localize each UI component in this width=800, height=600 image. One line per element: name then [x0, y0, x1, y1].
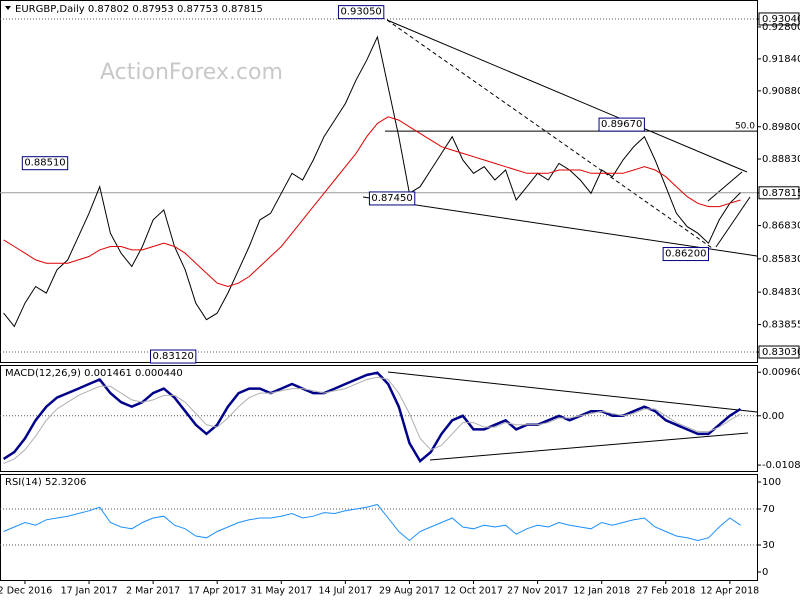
annotation-label: 0.93050: [340, 7, 381, 18]
y-tick-label: 0.009604: [762, 367, 800, 378]
label-box: [758, 12, 800, 26]
x-tick-label: 2 Mar 2017: [126, 586, 180, 597]
x-tick-label: 14 Jul 2017: [318, 586, 372, 597]
annotation-box: [21, 156, 69, 171]
trendline: [429, 432, 749, 461]
trendline: [715, 196, 751, 248]
series-line: [3, 116, 741, 288]
x-tick-label: 29 Aug 2017: [379, 586, 440, 597]
trendline: [362, 196, 758, 257]
annotation-label: 0.83120: [152, 351, 193, 362]
annotation-box: [662, 247, 709, 262]
trendline: [386, 19, 713, 249]
fib-label: 50.0: [735, 122, 755, 132]
macd-panel: [0, 365, 758, 472]
y-tick-label: 0.84830: [762, 287, 800, 298]
y-tick-label: -0.01087: [762, 460, 800, 471]
rsi-title: RSI(14) 52.3206: [5, 477, 86, 488]
y-tick-label: 0.86830: [762, 221, 800, 232]
y-tick-label: 0.92800: [762, 22, 800, 33]
series-line: [3, 376, 741, 464]
main-title: EURGBP,Daily 0.87802 0.87953 0.87753 0.8…: [15, 4, 263, 15]
y-tick-label: 0.87815: [762, 188, 800, 199]
label-box: [758, 186, 800, 200]
label-box: [758, 345, 800, 359]
x-tick-label: 12 Oct 2017: [444, 586, 503, 597]
annotation-label: 0.86200: [665, 249, 706, 260]
x-tick-label: 27 Nov 2017: [507, 586, 568, 597]
x-tick-label: 12 Apr 2018: [700, 586, 759, 597]
x-tick-label: 27 Feb 2018: [636, 586, 695, 597]
menu-arrow: [5, 6, 11, 10]
main-panel: [0, 0, 758, 363]
series-line: [2, 371, 742, 464]
annotation-box: [149, 349, 197, 364]
annotation-box: [598, 117, 645, 132]
y-tick-label: 0.89800: [762, 122, 800, 133]
y-tick-label: 30: [762, 540, 775, 551]
trendline: [386, 19, 748, 173]
annotation-box: [368, 191, 416, 206]
annotation-label: 0.87450: [371, 193, 412, 204]
trendlines: [362, 19, 758, 461]
x-tick-label: 12 Jan 2018: [573, 586, 630, 597]
y-tick-label: 0.83030: [762, 347, 800, 358]
trendline: [707, 171, 743, 202]
annotation-label: 0.88510: [24, 158, 65, 169]
macd-title: MACD(12,26,9) 0.001461 0.000440: [5, 368, 183, 379]
y-tick-label: 0.90880: [762, 86, 800, 97]
y-tick-label: 0: [762, 567, 768, 578]
annotation-label: 0.89670: [601, 119, 642, 130]
y-tick-label: 70: [762, 504, 775, 515]
x-tick-label: 2 Dec 2016: [0, 586, 52, 597]
y-tick-label: 0.00: [762, 411, 784, 422]
watermark: ActionForex.com: [100, 60, 283, 85]
y-tick-label: 0.88830: [762, 154, 800, 165]
y-tick-label: 0.93040: [762, 14, 800, 25]
y-tick-label: 100: [762, 477, 781, 488]
y-tick-label: 0.85830: [762, 254, 800, 265]
x-tick-label: 17 Apr 2017: [188, 586, 247, 597]
x-tick-label: 17 Jan 2017: [61, 586, 118, 597]
rsi-panel: [0, 474, 758, 581]
series-line: [3, 503, 741, 542]
series-line: [3, 35, 741, 328]
annotation-box: [337, 5, 385, 20]
x-tick-label: 31 May 2017: [250, 586, 312, 597]
trendline: [387, 371, 758, 413]
y-tick-label: 0.91840: [762, 54, 800, 65]
y-tick-label: 0.83855: [762, 320, 800, 331]
